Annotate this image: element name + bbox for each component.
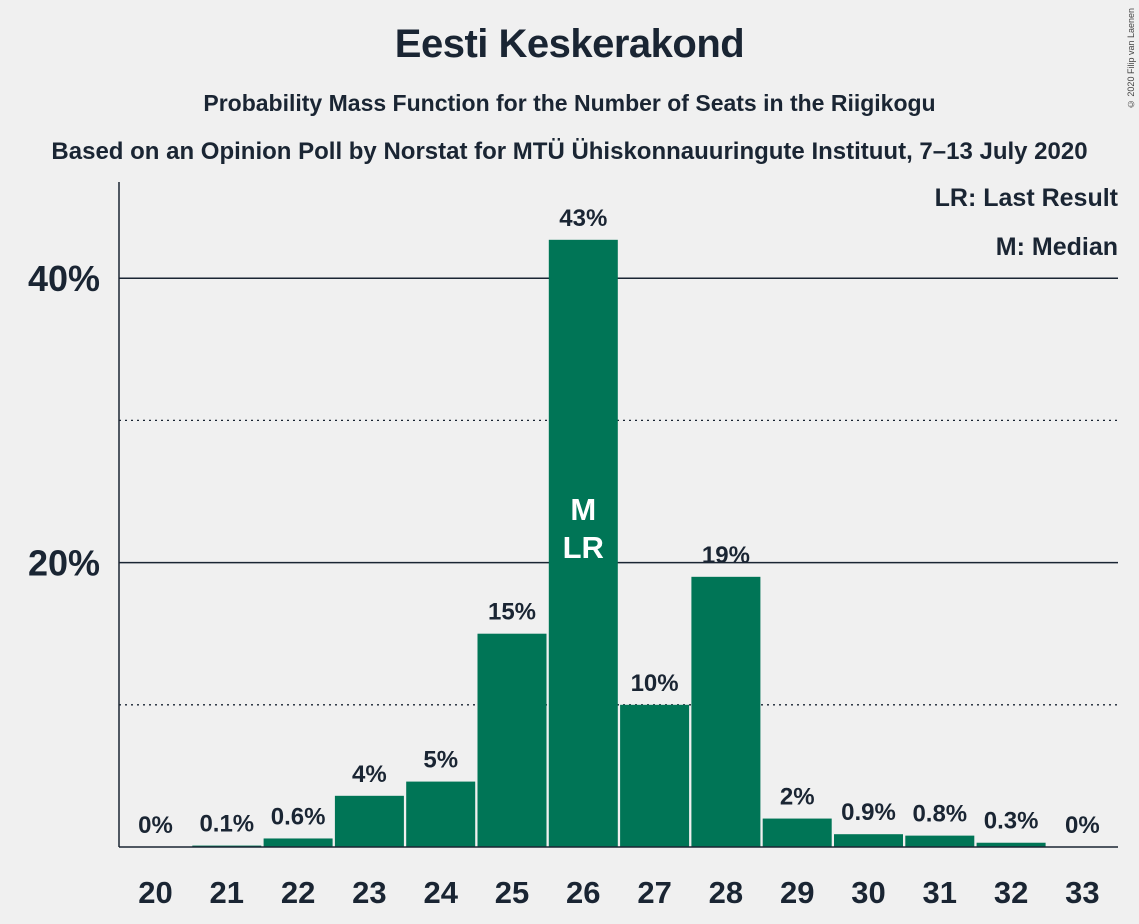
bar-value-label: 0%	[1065, 812, 1100, 839]
bar-seats-31	[905, 835, 975, 847]
chart-subtitle: Probability Mass Function for the Number…	[203, 90, 936, 116]
legend-last-result: LR: Last Result	[934, 184, 1118, 212]
chart-title: Eesti Keskerakond	[394, 22, 745, 66]
chart-source-note: Based on an Opinion Poll by Norstat for …	[51, 138, 1088, 165]
bar-value-label: 4%	[352, 761, 387, 788]
axes	[118, 182, 1118, 848]
bar-value-label: 0.6%	[271, 803, 326, 830]
bar-seats-28	[691, 576, 761, 847]
gridlines	[119, 277, 1118, 706]
x-tick-label: 25	[495, 875, 529, 910]
bar-seats-26	[548, 239, 618, 847]
x-tick-label: 30	[851, 875, 885, 910]
median-marker: M	[570, 492, 596, 527]
y-tick-label: 20%	[28, 543, 100, 584]
x-tick-label: 21	[210, 875, 244, 910]
x-tick-label: 20	[138, 875, 172, 910]
bar-value-label: 0.9%	[841, 799, 896, 826]
bar-seats-23	[334, 795, 404, 847]
bar-seats-27	[620, 704, 690, 847]
last-result-marker: LR	[563, 530, 604, 565]
bar-value-label: 0.8%	[912, 801, 967, 828]
x-tick-label: 24	[423, 875, 458, 910]
bar-seats-29	[762, 818, 832, 847]
x-tick-label: 22	[281, 875, 315, 910]
bar-value-label: 0.3%	[984, 808, 1039, 835]
x-tick-label: 28	[709, 875, 743, 910]
bar-value-label: 0%	[138, 812, 173, 839]
bar-seats-30	[834, 834, 903, 847]
bar-value-label: 2%	[780, 784, 815, 811]
bar-seats-22	[263, 838, 333, 847]
x-tick-label: 33	[1065, 875, 1099, 910]
bar-value-label: 19%	[702, 542, 750, 569]
bars	[192, 239, 1046, 847]
legend-median: M: Median	[995, 233, 1118, 261]
x-tick-label: 23	[352, 875, 386, 910]
x-tick-label: 27	[637, 875, 671, 910]
x-tick-label: 31	[923, 875, 957, 910]
bar-value-label: 10%	[631, 670, 679, 697]
bar-seats-25	[477, 633, 547, 847]
x-tick-label: 32	[994, 875, 1028, 910]
bar-value-label: 15%	[488, 599, 536, 626]
x-tick-labels: 20 21 22 23 24 25 26 27 28 29 30 31 32 33	[138, 875, 1099, 910]
bar-seats-24	[406, 781, 476, 847]
bar-value-label: 0.1%	[199, 811, 254, 838]
y-tick-label: 40%	[28, 258, 100, 299]
bar-value-label: 5%	[423, 747, 458, 774]
x-tick-label: 29	[780, 875, 814, 910]
bar-value-label: 43%	[559, 205, 607, 232]
bar-labels: 0% 0.1% 0.6% 4% 5% 15% 43% MLR 10% 19% 2% 0.9% 0.8% 0…	[138, 205, 1100, 839]
bar-seats-32	[976, 842, 1046, 847]
y-tick-labels: 20% 40%	[28, 258, 100, 583]
x-tick-label: 26	[566, 875, 600, 910]
